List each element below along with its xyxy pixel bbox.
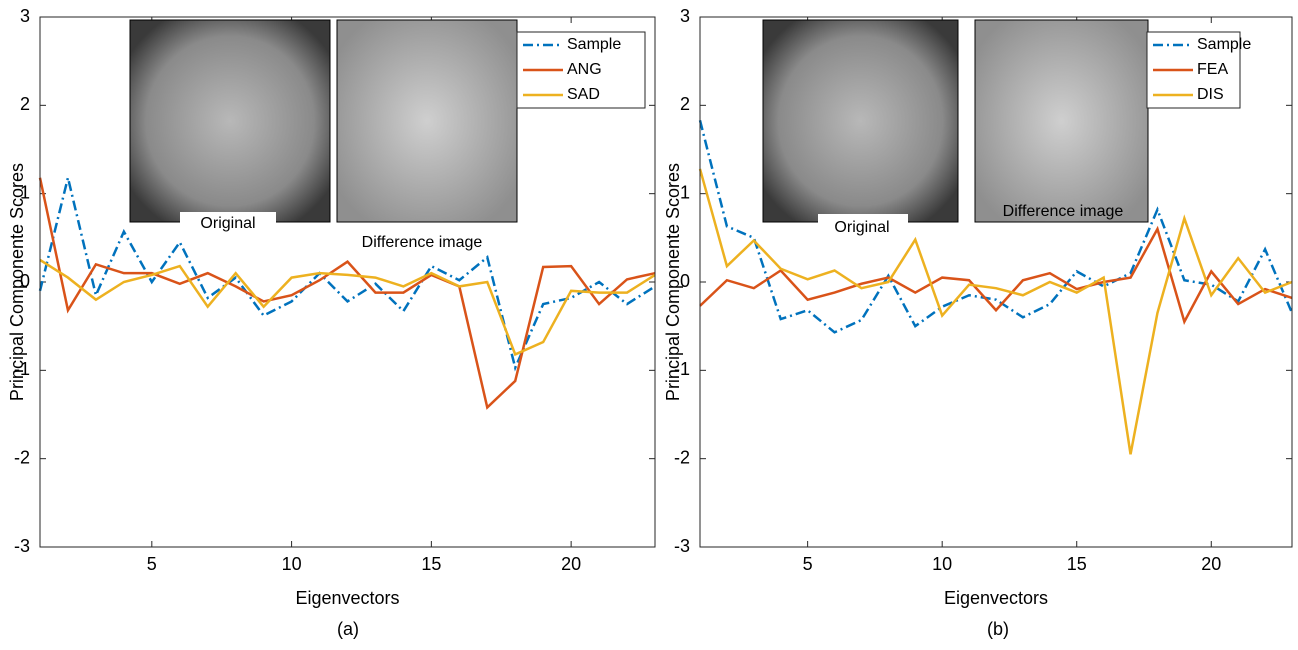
image-label: Original <box>200 215 255 232</box>
y-tick-label: 1 <box>680 182 690 202</box>
x-tick-label: 5 <box>803 554 813 574</box>
data-line <box>698 168 1293 455</box>
image-label-box <box>818 214 908 242</box>
y-tick-label: -3 <box>14 536 30 556</box>
y-axis-title: Principal Componente Scores <box>7 163 27 401</box>
y-tick-label: 2 <box>680 94 690 114</box>
inset-image <box>974 19 1149 223</box>
y-tick-label: -2 <box>674 447 690 467</box>
data-line <box>38 177 656 372</box>
legend-label: ANG <box>567 61 602 78</box>
y-tick-label: 2 <box>20 94 30 114</box>
image-label: Difference image <box>1003 203 1124 220</box>
y-axis-title: Principal Componente Scores <box>663 163 683 401</box>
x-tick-label: 15 <box>421 554 441 574</box>
y-tick-label: 0 <box>680 271 690 291</box>
data-line <box>699 225 1293 326</box>
image-label: Original <box>834 219 889 236</box>
legend-label: FEA <box>1197 61 1228 78</box>
inset-image <box>762 19 959 223</box>
data-line <box>698 120 1294 334</box>
y-tick-label: 3 <box>680 6 690 26</box>
inset-image <box>336 19 518 223</box>
x-tick-label: 5 <box>147 554 157 574</box>
y-tick-label: -2 <box>14 447 30 467</box>
y-tick-label: 1 <box>20 182 30 202</box>
panel-caption: (a) <box>337 619 359 639</box>
data-line <box>38 177 656 410</box>
x-axis-title: Eigenvectors <box>944 588 1048 608</box>
y-tick-label: 3 <box>20 6 30 26</box>
image-label: Difference image <box>362 234 483 251</box>
y-tick-label: 0 <box>20 271 30 291</box>
legend-label: Sample <box>1197 36 1251 53</box>
x-tick-label: 10 <box>932 554 952 574</box>
axes-frame <box>699 16 1293 548</box>
x-tick-label: 15 <box>1067 554 1087 574</box>
y-tick-label: -1 <box>674 359 690 379</box>
x-tick-label: 20 <box>1201 554 1221 574</box>
legend-label: SAD <box>567 86 600 103</box>
image-label-box <box>180 212 276 238</box>
axes-frame <box>39 16 656 548</box>
x-tick-label: 10 <box>282 554 302 574</box>
y-tick-label: -3 <box>674 536 690 556</box>
legend-label: DIS <box>1197 86 1224 103</box>
data-line <box>39 258 656 357</box>
y-tick-label: -1 <box>14 359 30 379</box>
legend-label: Sample <box>567 36 621 53</box>
x-tick-label: 20 <box>561 554 581 574</box>
x-axis-title: Eigenvectors <box>295 588 399 608</box>
panel-caption: (b) <box>987 619 1009 639</box>
inset-image <box>129 19 331 223</box>
